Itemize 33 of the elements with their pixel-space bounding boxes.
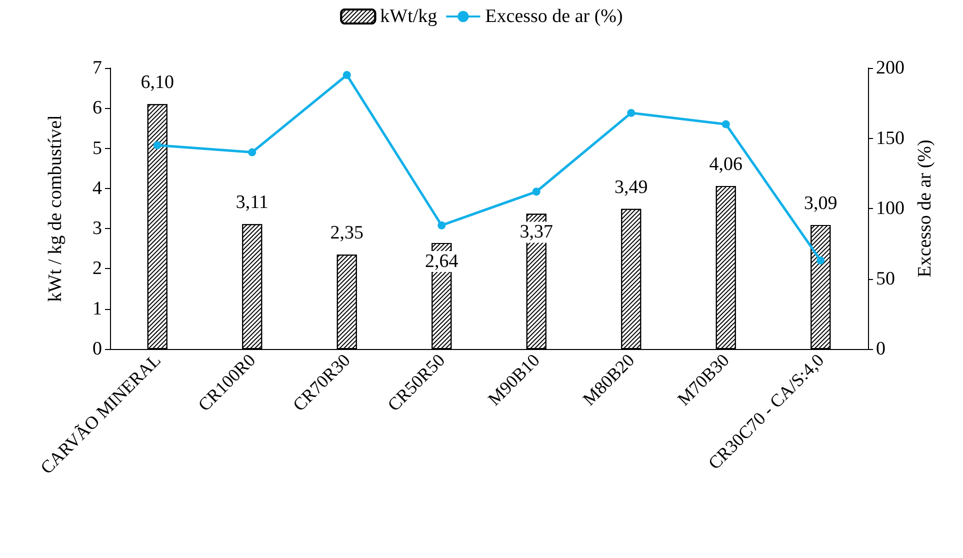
y2-axis-title: Excesso de ar (%)	[914, 140, 936, 278]
point	[722, 120, 730, 128]
point	[248, 148, 256, 156]
legend-label: kWt/kg	[380, 6, 438, 27]
data-label: 3,49	[614, 176, 648, 198]
data-label: 3,09	[804, 192, 838, 214]
point	[153, 141, 162, 150]
data-label: 3,11	[236, 192, 268, 214]
point	[342, 71, 351, 80]
y-tick-label: 6	[92, 98, 102, 119]
data-label: 2,64	[425, 251, 459, 272]
data-label: 2,35	[330, 222, 364, 244]
data-label: 3,37	[520, 222, 553, 243]
y2-tick-label: 150	[876, 128, 904, 149]
legend-label: Excesso de ar (%)	[485, 6, 623, 27]
y-tick-label: 3	[92, 218, 102, 240]
data-label: 4,06	[709, 154, 742, 176]
y-tick-label: 4	[92, 178, 102, 199]
y2-tick-label: 50	[876, 268, 895, 290]
y-tick-label: 2	[92, 258, 102, 280]
y-tick-label: 5	[92, 138, 102, 159]
point	[816, 256, 825, 264]
y-tick-label: 7	[92, 58, 102, 78]
data-label: 6,10	[140, 72, 174, 94]
y-axis-title: kWt / kg de combustível	[45, 115, 66, 302]
point	[532, 188, 540, 196]
y2-tick-label: 0	[876, 338, 886, 360]
point	[438, 221, 446, 230]
y-tick-label: 1	[92, 298, 102, 320]
y2-tick-label: 200	[876, 58, 904, 78]
point	[627, 108, 636, 117]
y-tick-label: 0	[92, 338, 102, 360]
y2-tick-label: 100	[876, 198, 904, 219]
